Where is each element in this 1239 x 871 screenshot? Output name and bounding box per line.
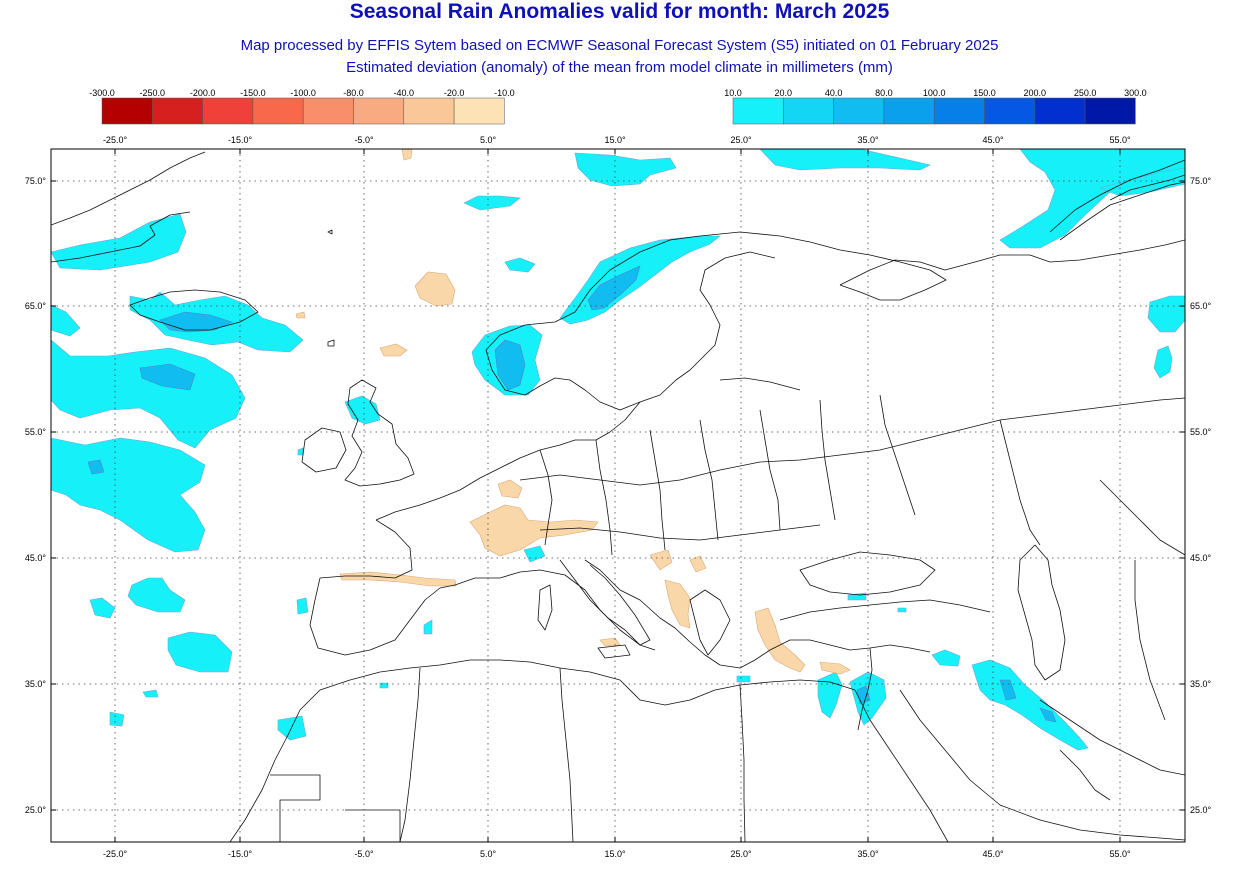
latitude-label: 25.0°: [25, 805, 47, 815]
legend-negative: -300.0 -250.0 -200.0 -150.0 -100.0 -80.0 -40.0…: [89, 88, 515, 125]
latitude-label: 45.0°: [1190, 553, 1212, 563]
longitude-label: 15.0°: [604, 135, 626, 145]
legend-positive-label: 150.0: [973, 88, 996, 98]
longitude-label: -25.0°: [103, 849, 128, 859]
latitude-label: 55.0°: [25, 427, 47, 437]
map-area: [50, 148, 1186, 843]
latitude-label: 25.0°: [1190, 805, 1212, 815]
legend-positive-label: 80.0: [875, 88, 893, 98]
legend-negative-swatch: [252, 97, 304, 125]
longitude-labels-bottom: -25.0° -15.0° -5.0° 5.0° 15.0° 25.0° 35.0° 45.0…: [103, 849, 1131, 859]
longitude-label: 55.0°: [1109, 849, 1131, 859]
map-frame: [50, 148, 1186, 843]
longitude-label: 15.0°: [604, 849, 626, 859]
legend-positive-label: 10.0: [724, 88, 742, 98]
longitude-label: -25.0°: [103, 135, 128, 145]
legend-negative-label: -200.0: [190, 88, 216, 98]
legend-negative-label: -10.0: [494, 88, 515, 98]
legend-positive-label: 100.0: [923, 88, 946, 98]
legend-negative-swatch: [202, 97, 254, 125]
legend-positive-swatch: [783, 97, 834, 125]
legend-positive-label: 300.0: [1124, 88, 1147, 98]
wet-anomaly-areas: [51, 149, 1185, 751]
longitude-label: 5.0°: [480, 135, 497, 145]
latitude-label: 75.0°: [25, 176, 47, 186]
longitude-label: 5.0°: [480, 849, 497, 859]
legend-negative-label: -150.0: [240, 88, 266, 98]
legend-positive: 10.0 20.0 40.0 80.0 100.0 150.0 200.0 250.0 300.…: [724, 88, 1147, 125]
legend-positive-label: 200.0: [1024, 88, 1047, 98]
legend-negative-swatch: [403, 97, 455, 125]
latitude-label: 65.0°: [1190, 301, 1212, 311]
legend-positive-swatch: [984, 97, 1036, 125]
legend-positive-swatch: [1034, 97, 1086, 125]
page-title: Seasonal Rain Anomalies valid for month:…: [349, 0, 890, 23]
legend-positive-swatch: [833, 97, 885, 125]
longitude-label: 25.0°: [730, 849, 752, 859]
legend-negative-swatch: [353, 97, 405, 125]
map-subtitle: Map processed by EFFIS Sytem based on EC…: [240, 37, 999, 54]
longitude-label: -5.0°: [354, 135, 374, 145]
longitude-label: 45.0°: [982, 849, 1004, 859]
legend-positive-swatch: [732, 97, 784, 125]
latitude-label: 35.0°: [1190, 679, 1212, 689]
latitude-labels-left: 75.0° 65.0° 55.0° 45.0° 35.0° 25.0°: [25, 176, 47, 815]
longitude-label: 55.0°: [1109, 135, 1131, 145]
longitude-label: 25.0°: [730, 135, 752, 145]
longitude-label: -15.0°: [228, 135, 253, 145]
legend-negative-swatch: [152, 97, 203, 125]
latitude-label: 65.0°: [25, 301, 47, 311]
longitude-label: 35.0°: [857, 849, 879, 859]
graticule: [51, 149, 1185, 842]
longitude-label: 35.0°: [857, 135, 879, 145]
legend-positive-swatch: [1084, 97, 1136, 125]
legend-negative-swatch: [302, 97, 354, 125]
dry-anomaly-areas: [295, 149, 851, 675]
legend-negative-swatch: [101, 97, 153, 125]
map-units-note: Estimated deviation (anomaly) of the mea…: [346, 59, 893, 76]
legend-positive-label: 250.0: [1074, 88, 1097, 98]
latitude-label: 35.0°: [25, 679, 47, 689]
latitude-labels-right: 75.0° 65.0° 55.0° 45.0° 35.0° 25.0°: [1190, 176, 1212, 815]
longitude-labels-top: -25.0° -15.0° -5.0° 5.0° 15.0° 25.0° 35.0° 45.0…: [103, 135, 1131, 145]
legend-negative-swatch: [453, 97, 505, 125]
wet-anomaly-cores: [87, 265, 1057, 723]
legend-negative-label: -250.0: [140, 88, 166, 98]
legend-negative-label: -80.0: [343, 88, 364, 98]
longitude-label: 45.0°: [982, 135, 1004, 145]
legend-negative-label: -40.0: [394, 88, 415, 98]
legend-positive-label: 20.0: [775, 88, 793, 98]
latitude-label: 55.0°: [1190, 427, 1212, 437]
legend-negative-label: -100.0: [290, 88, 316, 98]
latitude-label: 45.0°: [25, 553, 47, 563]
legend-positive-swatch: [883, 97, 935, 125]
coastlines-and-borders: [51, 151, 1185, 842]
legend-positive-swatch: [933, 97, 985, 125]
longitude-label: -5.0°: [354, 849, 374, 859]
longitude-label: -15.0°: [228, 849, 253, 859]
legend-positive-label: 40.0: [825, 88, 843, 98]
latitude-label: 75.0°: [1190, 176, 1212, 186]
legend-negative-label: -300.0: [89, 88, 115, 98]
legend-negative-label: -20.0: [444, 88, 465, 98]
